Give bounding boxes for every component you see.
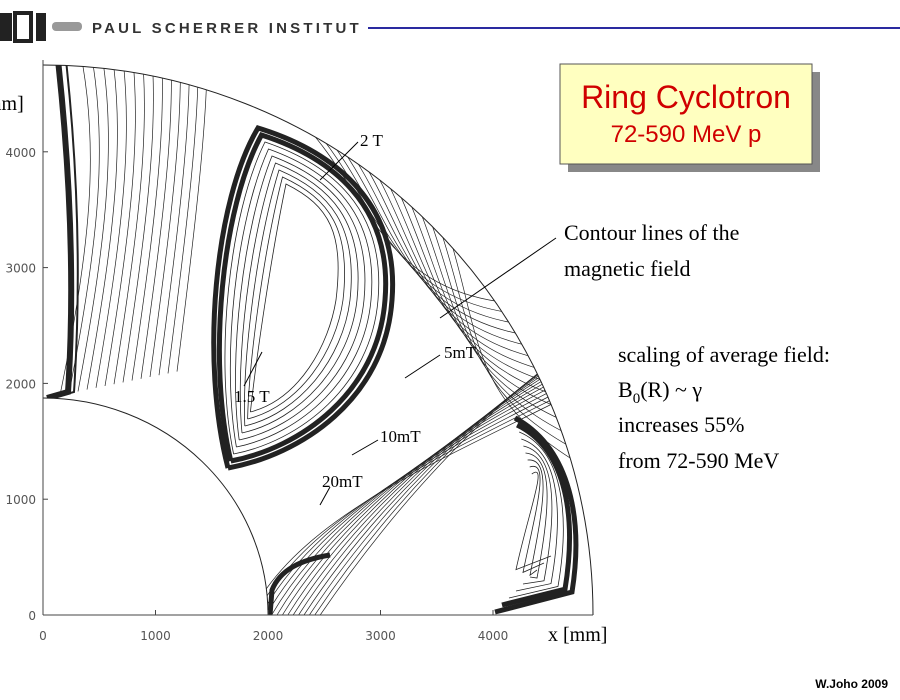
contour-line	[95, 65, 127, 388]
contour-line	[113, 65, 145, 385]
y-tick-label: 1000	[5, 493, 36, 507]
contour-line	[522, 465, 545, 574]
contour-line	[77, 65, 109, 392]
contour-line	[104, 65, 136, 387]
institute-name: PAUL SCHERRER INSTITUT	[92, 20, 362, 37]
y-axis-label: mm]	[0, 93, 24, 115]
y-tick-label: 0	[28, 609, 36, 623]
contour-line	[216, 131, 389, 464]
contour-line	[525, 452, 548, 579]
ticks: 0 1000 2000 3000 4000 0 1000 2000 3000 4000	[5, 146, 508, 643]
contour-line	[501, 422, 572, 608]
contour-line	[51, 65, 79, 399]
y-tick-label: 2000	[5, 377, 36, 391]
callout-box	[559, 63, 813, 165]
contour-line	[244, 169, 352, 427]
contour-line	[314, 291, 593, 615]
callout-title: Ring Cyclotron	[581, 79, 791, 115]
formula-sub: 0	[633, 391, 641, 407]
logo	[0, 11, 82, 43]
annotation: 10mT	[380, 427, 421, 446]
y-tick-label: 4000	[5, 146, 36, 160]
leader	[319, 141, 359, 181]
contour-line	[167, 65, 199, 374]
note: from 72-590 MeV	[618, 448, 779, 473]
x-tick-label: 2000	[253, 629, 284, 643]
contour-line	[317, 125, 593, 329]
outer-boundary	[42, 64, 594, 616]
x-tick-label: 3000	[365, 629, 396, 643]
contour-line	[122, 65, 154, 383]
contour-line	[326, 127, 593, 341]
contour-line	[235, 155, 366, 441]
contour-line	[309, 300, 593, 615]
contour-line	[527, 459, 544, 577]
contour-line	[149, 65, 181, 378]
annotation: 20mT	[322, 472, 363, 491]
contour-line	[398, 149, 593, 449]
contour-line	[140, 65, 172, 379]
contour-line	[176, 65, 208, 372]
contour-line	[267, 552, 331, 615]
annotation: 2 T	[360, 131, 383, 150]
contour-line	[303, 309, 593, 615]
x-tick-label: 4000	[478, 629, 509, 643]
leader	[351, 439, 379, 456]
leader	[404, 354, 441, 379]
x-axis-label: x [mm]	[548, 624, 607, 646]
contour-line	[494, 415, 579, 615]
contour-line	[508, 431, 564, 599]
leader	[439, 237, 557, 319]
contour-line	[250, 183, 339, 413]
contour-line	[158, 65, 190, 376]
contour-line	[229, 148, 373, 448]
contour-line	[46, 65, 75, 401]
contour-line	[131, 65, 163, 381]
contour-line	[224, 141, 380, 455]
inner-boundary	[42, 397, 269, 616]
contour-line	[271, 363, 593, 615]
contour-line	[299, 119, 593, 305]
formula-rest: (R) ~ γ	[640, 377, 702, 402]
contour-line	[298, 318, 593, 615]
contour-line	[68, 65, 100, 394]
y-tick-label: 3000	[5, 262, 36, 276]
contour-line	[239, 162, 359, 434]
formula-base: B	[618, 377, 633, 402]
annotation: 5mT	[444, 343, 477, 362]
x-tick-label: 1000	[140, 629, 171, 643]
annotation: 1.5 T	[234, 387, 270, 406]
note: scaling of average field:	[618, 342, 830, 367]
contour-line	[319, 282, 593, 615]
leader	[243, 351, 263, 387]
contour-line	[86, 65, 118, 390]
note: increases 55%	[618, 412, 744, 437]
contour-line	[515, 471, 552, 571]
note: magnetic field	[564, 256, 690, 281]
contour-line	[260, 381, 579, 615]
contour-line	[353, 136, 593, 382]
footer: W.Joho 2009	[815, 677, 888, 691]
contour-line	[211, 125, 396, 471]
annotations: 2 T 1.5 T 5mT 10mT 20mT	[234, 131, 477, 506]
callout-subtitle: 72-590 MeV p	[611, 121, 762, 148]
contour-line	[522, 445, 553, 585]
x-tick-label: 0	[39, 629, 47, 643]
contour-line	[389, 146, 593, 436]
contour-line	[515, 438, 558, 592]
contour-line	[308, 122, 593, 317]
contour-line	[247, 176, 346, 420]
formula: B0(R) ~ γ	[618, 377, 702, 407]
leader	[319, 486, 331, 506]
note: Contour lines of the	[564, 220, 739, 245]
